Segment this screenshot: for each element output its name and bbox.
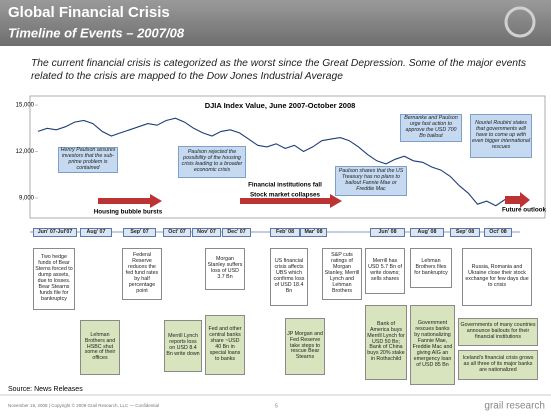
callout: Paulson rejected the possibility of the … — [178, 146, 246, 178]
timeline-label: Oct' 07 — [163, 228, 191, 237]
timeline-label: Jun' 08 — [370, 228, 405, 237]
timeline-label: Sep' 07 — [123, 228, 156, 237]
page-number: 5 — [275, 403, 278, 409]
subtitle: Timeline of Events – 2007/08 — [8, 25, 185, 40]
header-bar — [0, 0, 551, 46]
event-box: Merrill Lynch reports loss on USD 8.4 Bn… — [164, 320, 202, 372]
event-box: Governments of many countries announce b… — [458, 318, 538, 346]
event-box: Fed and other central banks share ~USD 4… — [205, 315, 245, 375]
event-box: Government rescues banks by nationalizin… — [410, 305, 455, 385]
event-box: Bank of America buys Merrill Lynch for U… — [365, 305, 407, 380]
callout: Henry Paulson assures investors that the… — [58, 147, 118, 173]
source: Source: News Releases — [8, 386, 83, 393]
event-box: Two hedge funds of Bear Sterns forced to… — [33, 248, 75, 310]
title: Global Financial Crisis — [8, 4, 170, 21]
y-tick-label: 15,000 — [16, 103, 35, 109]
timeline-label: Feb' 08 — [270, 228, 300, 237]
event-box: Lehman Brothers and HSBC shut some of th… — [80, 320, 120, 375]
intro: The current financial crisis is categori… — [31, 58, 527, 82]
arrow — [505, 192, 530, 208]
event-box: Lehman Brothers files for bankruptcy — [410, 248, 452, 288]
event-box: Morgan Stanley suffers loss of USD 3.7 B… — [205, 248, 245, 290]
annotation: Stock market collapses — [250, 192, 320, 199]
annotation: Future outlook — [502, 207, 547, 214]
event-box: US financial crisis affects UBS which co… — [270, 248, 308, 306]
callout: Nouriel Roubini states that governments … — [470, 114, 532, 158]
chart-title: DJIA Index Value, June 2007-October 2008 — [205, 101, 356, 110]
callout: Paulson shares that the US Treasury has … — [335, 166, 407, 196]
event-box: S&P cuts ratings of Morgan Stanley, Merr… — [322, 248, 362, 300]
timeline-label: Aug' 08 — [410, 228, 444, 237]
callout: Bernanke and Paulson urge fast action to… — [400, 114, 462, 142]
event-box: Iceland's financial crisis grows as all … — [458, 350, 538, 380]
annotation: Housing bubble bursts — [94, 209, 163, 216]
copyright: November 19, 2008 | Copyright © 2008 Gra… — [8, 402, 159, 408]
y-tick-label: 9,000 — [19, 196, 35, 202]
line — [37, 117, 506, 207]
event-box: Federal Reserve reduces the fed fund rat… — [122, 248, 162, 300]
timeline-label: Jun' 07-Jul'07 — [33, 228, 77, 237]
timeline-label: Mar' 08 — [300, 228, 327, 237]
event-box: Merrill has USD 5.7 Bn of write downs; s… — [365, 248, 405, 294]
y-tick-label: 12,000 — [16, 149, 35, 155]
timeline-label: Oct' 08 — [484, 228, 512, 237]
timeline-label: Sep' 08 — [450, 228, 480, 237]
timeline-label: Nov' 07 — [192, 228, 221, 237]
logo — [504, 6, 536, 38]
brand: grail research — [484, 401, 545, 412]
event-box: Russia, Romania and Ukraine close their … — [462, 248, 532, 306]
timeline-label: Dec' 07 — [222, 228, 251, 237]
timeline-label: Aug' 07 — [80, 228, 112, 237]
arrow — [98, 194, 162, 208]
arrow — [240, 194, 342, 208]
annotation: Financial institutions fall — [248, 182, 322, 189]
event-box: JP Morgan and Fed Reserve take steps to … — [285, 318, 325, 375]
